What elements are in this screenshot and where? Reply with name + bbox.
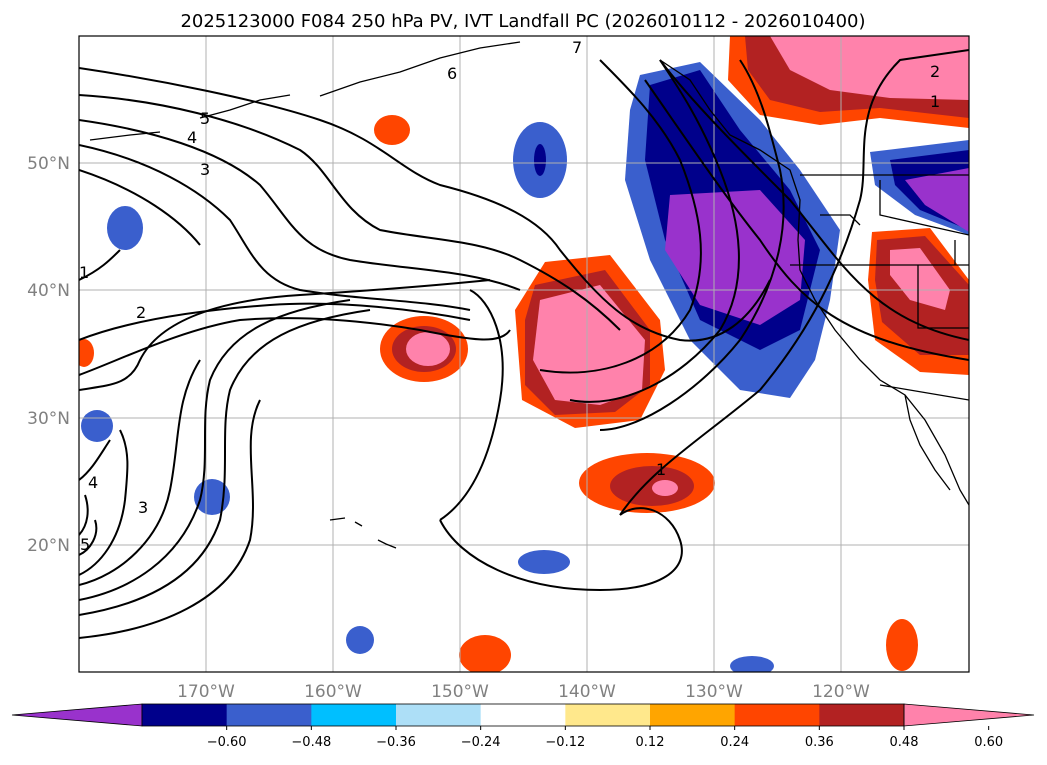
colorbar-tick-label: 0.36	[805, 735, 834, 750]
colorbar: −0.60 −0.48 −0.36 −0.24 −0.12 0.12 0.24 0.36 0.4…	[11, 703, 1035, 750]
colorbar-frame	[141, 703, 905, 727]
colorbar-extend-max	[903, 703, 1035, 727]
colorbar-segment	[142, 704, 228, 726]
lat-label-50n: 50°N	[27, 154, 70, 174]
contour-label-1a: 1	[930, 92, 940, 111]
chart-title: 2025123000 F084 250 hPa PV, IVT Landfall…	[180, 11, 865, 32]
contour-label-2a: 2	[930, 62, 940, 81]
contour-labels: 1 2 6 7 5 4 3 2 1 1 4 3 5	[79, 38, 940, 554]
lat-label-30n: 30°N	[27, 409, 70, 429]
map-frame	[78, 35, 970, 673]
contour-label-3b: 3	[138, 498, 148, 517]
colorbar-tick-label: 0.12	[636, 735, 665, 750]
lon-label-150w: 150°W	[431, 682, 489, 702]
colorbar-tick-label: −0.60	[207, 735, 247, 750]
colorbar-tick-label: 0.48	[890, 735, 919, 750]
colorbar-segment	[734, 704, 820, 726]
colorbar-tick-label: −0.24	[461, 735, 501, 750]
map-area: 1 2 6 7 5 4 3 2 1 1 4 3 5	[79, 36, 969, 672]
contour-label-1b: 1	[79, 263, 89, 282]
colorbar-segment	[311, 704, 397, 726]
colorbar-segment	[565, 704, 651, 726]
contour-label-6: 6	[447, 64, 457, 83]
colorbar-segment	[819, 704, 905, 726]
contour-label-7: 7	[572, 38, 582, 57]
colorbar-segment	[226, 704, 312, 726]
coastlines	[89, 41, 969, 549]
lon-label-130w: 130°W	[685, 682, 743, 702]
contour-label-4a: 4	[187, 128, 197, 147]
lat-label-20n: 20°N	[27, 536, 70, 556]
positive-anomaly-regions	[79, 36, 969, 672]
pv-contours	[79, 49, 969, 639]
contour-label-1c: 1	[656, 460, 666, 479]
colorbar-tick-label: −0.12	[545, 735, 585, 750]
lon-label-140w: 140°W	[558, 682, 616, 702]
lat-labels: 20°N 30°N 40°N 50°N	[27, 154, 70, 556]
contour-label-3a: 3	[200, 160, 210, 179]
colorbar-segment	[396, 704, 482, 726]
colorbar-segment	[480, 704, 566, 726]
colorbar-segment	[650, 704, 736, 726]
contour-label-2b: 2	[136, 303, 146, 322]
contour-label-4b: 4	[88, 473, 98, 492]
contour-label-5a: 5	[200, 109, 210, 128]
lon-label-170w: 170°W	[177, 682, 235, 702]
colorbar-tick-label: 0.60	[974, 735, 1003, 750]
colorbar-tick-label: −0.48	[291, 735, 331, 750]
contour-label-5b: 5	[80, 535, 90, 554]
lon-label-160w: 160°W	[304, 682, 362, 702]
colorbar-tick-label: −0.36	[376, 735, 416, 750]
lat-label-40n: 40°N	[27, 281, 70, 301]
colorbar-tick-label: 0.24	[720, 735, 749, 750]
colorbar-extend-min	[11, 703, 143, 727]
lon-labels: 170°W 160°W 150°W 140°W 130°W 120°W	[177, 682, 870, 702]
lon-label-120w: 120°W	[812, 682, 870, 702]
